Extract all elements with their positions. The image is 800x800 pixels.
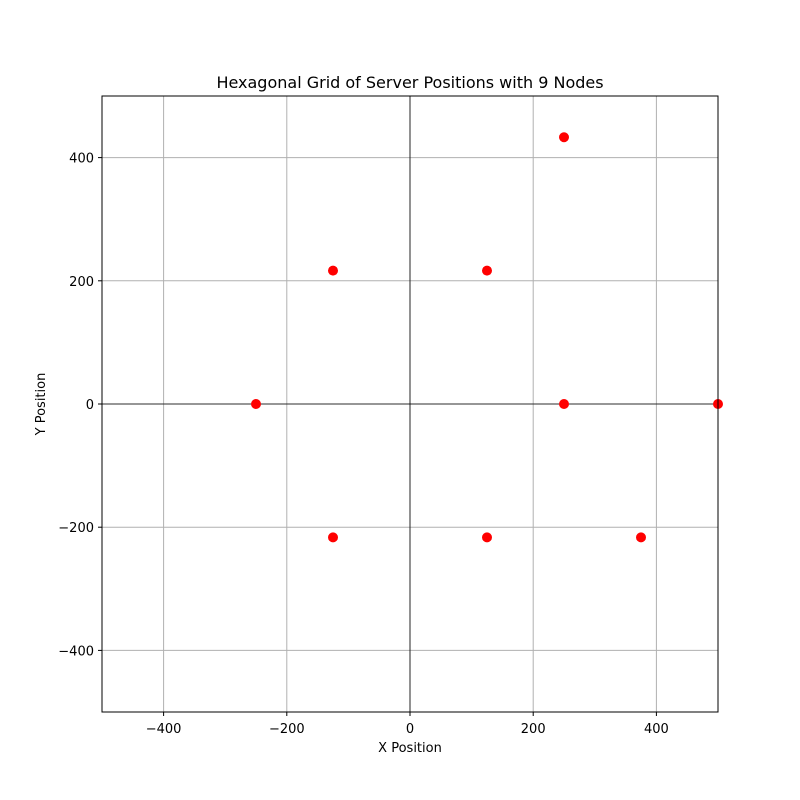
data-point (482, 532, 492, 543)
x-tick-label: 400 (644, 722, 669, 737)
chart-title: Hexagonal Grid of Server Positions with … (216, 73, 603, 92)
y-tick-label: −400 (58, 644, 94, 659)
y-axis-label: Y Position (34, 373, 49, 437)
data-point (559, 132, 569, 143)
y-tick-label: 0 (86, 398, 94, 413)
data-point (328, 532, 338, 543)
zero-lines (102, 96, 718, 712)
y-tick-label: −200 (58, 521, 94, 536)
data-point (251, 399, 261, 409)
x-tick-label: 0 (406, 722, 414, 737)
y-tick-label: 400 (69, 152, 94, 167)
x-tick-label: −400 (146, 722, 182, 737)
data-point (559, 399, 569, 409)
y-tick-label: 200 (69, 275, 94, 290)
x-tick-label: −200 (269, 722, 305, 737)
x-axis-ticks: −400 −200 0 200 400 (146, 712, 669, 737)
x-axis-label: X Position (378, 741, 442, 756)
data-point (328, 265, 338, 276)
y-axis-ticks: −400 −200 0 200 400 (58, 152, 102, 659)
x-tick-label: 200 (521, 722, 546, 737)
data-points (251, 132, 723, 543)
data-point (636, 532, 646, 543)
data-point (482, 265, 492, 276)
